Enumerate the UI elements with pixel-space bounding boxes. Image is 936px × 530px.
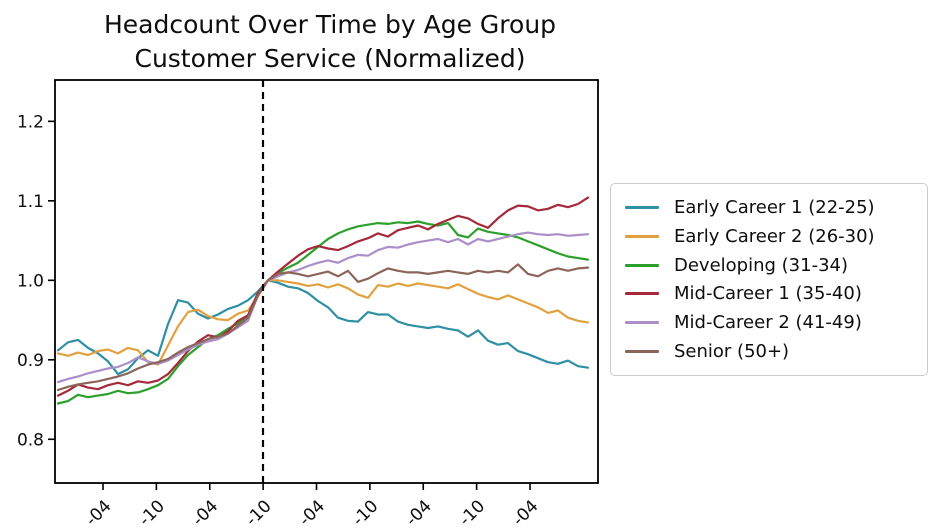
legend-item: Early Career 1 (22-25) (625, 193, 913, 221)
legend-item: Early Career 2 (26-30) (625, 222, 913, 250)
x-axis-tick-label: -10 (349, 496, 383, 530)
chart-title: Headcount Over Time by Age Group Custome… (0, 8, 660, 76)
series-line-mid-career-1-35-40 (56, 196, 590, 397)
chart-title-line1: Headcount Over Time by Age Group (103, 10, 557, 39)
legend-item: Senior (50+) (625, 338, 913, 366)
x-axis-tick-label: -04 (509, 496, 543, 530)
series-line-mid-career-2-41-49 (56, 231, 590, 384)
x-axis-tick-label: -10 (135, 496, 169, 530)
legend-label: Mid-Career 1 (35-40) (674, 283, 862, 305)
legend-line-swatch (625, 263, 659, 267)
legend-line-swatch (625, 292, 659, 296)
legend-line-swatch (625, 234, 659, 238)
legend: Early Career 1 (22-25) Early Career 2 (26… (610, 183, 928, 376)
y-axis-tick-label: 1.0 (17, 271, 44, 291)
legend-item: Mid-Career 1 (35-40) (625, 280, 913, 308)
legend-line-swatch (625, 321, 659, 325)
x-axis-tick-label: -04 (402, 496, 436, 530)
legend-label: Early Career 2 (26-30) (674, 225, 875, 247)
x-axis-tick-label: -10 (242, 496, 276, 530)
legend-label: Developing (31-34) (674, 254, 849, 276)
x-axis-tick-label: -04 (82, 496, 116, 530)
y-axis-tick-label: 1.2 (17, 112, 44, 132)
legend-line-swatch (625, 205, 659, 209)
y-axis-tick-label: 1.1 (17, 192, 44, 212)
chart-title-line2: Customer Service (Normalized) (134, 44, 526, 73)
legend-line-swatch (625, 350, 659, 354)
legend-item: Developing (31-34) (625, 251, 913, 279)
legend-label: Senior (50+) (674, 341, 790, 363)
legend-label: Mid-Career 2 (41-49) (674, 312, 862, 334)
legend-item: Mid-Career 2 (41-49) (625, 309, 913, 337)
y-axis-tick-label: 0.8 (17, 430, 44, 450)
legend-label: Early Career 1 (22-25) (674, 196, 875, 218)
series-line-senior-50 (56, 263, 590, 392)
y-axis-tick-label: 0.9 (17, 351, 44, 371)
series-line-developing-31-34 (56, 220, 590, 405)
x-axis-tick-label: -04 (295, 496, 329, 530)
x-axis-tick-label: -10 (455, 496, 489, 530)
x-axis-tick-label: -04 (188, 496, 222, 530)
series-line-early-career-1-22-25 (56, 279, 590, 376)
axes-frame (54, 79, 599, 484)
series-line-early-career-2-26-30 (56, 279, 590, 366)
